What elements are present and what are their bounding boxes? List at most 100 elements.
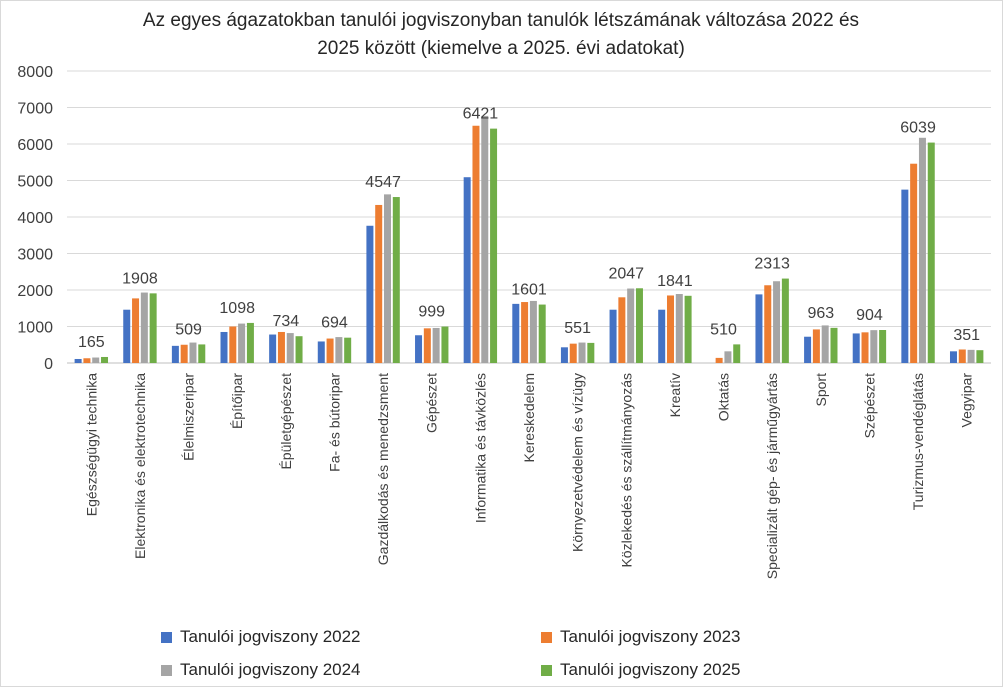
data-label: 510	[710, 321, 737, 338]
bar	[958, 349, 966, 363]
x-category-label: Specializált gép- és járműgyártás	[764, 373, 780, 579]
bar	[675, 294, 683, 363]
bar	[918, 137, 926, 363]
bar	[246, 322, 254, 363]
bar	[286, 333, 294, 363]
y-tick-label: 0	[44, 356, 53, 373]
bar	[724, 351, 732, 363]
x-category-label: Turizmus-vendéglátás	[910, 373, 926, 510]
data-label: 999	[418, 304, 445, 321]
bar	[538, 304, 546, 363]
bar	[512, 303, 520, 363]
bar	[967, 349, 975, 363]
bar	[861, 332, 869, 363]
y-tick-label: 5000	[17, 174, 53, 191]
bar	[277, 331, 285, 363]
bar	[666, 295, 674, 363]
bar	[375, 204, 383, 363]
bar	[764, 285, 772, 363]
bar	[384, 194, 392, 363]
bar	[238, 323, 246, 363]
bar	[295, 336, 303, 363]
x-category-label: Elektronika és elektrotechnika	[132, 373, 148, 559]
chart-title-line-2: 2025 között (kiemelve a 2025. évi adatok…	[317, 38, 685, 59]
bar	[578, 342, 586, 363]
bar	[83, 358, 91, 363]
x-category-label: Kreatív	[667, 373, 683, 417]
x-category-label: Szépészet	[861, 373, 877, 438]
bar	[463, 177, 471, 363]
bar	[560, 347, 568, 363]
bar	[269, 334, 277, 363]
bar	[804, 336, 812, 363]
bar	[344, 337, 352, 363]
bar	[220, 331, 228, 363]
bar	[781, 278, 789, 363]
bar	[74, 358, 82, 363]
bar	[587, 342, 595, 363]
x-category-label: Egészségügyi technika	[83, 373, 99, 516]
bar	[472, 125, 480, 363]
bar	[326, 338, 334, 363]
y-tick-label: 6000	[17, 137, 53, 154]
bar	[870, 330, 878, 363]
bar	[852, 333, 860, 363]
x-category-label: Gépészet	[424, 373, 440, 433]
bar	[609, 309, 617, 363]
data-label: 1601	[511, 282, 547, 299]
data-label: 2313	[754, 256, 790, 273]
bar	[441, 326, 449, 363]
bar	[976, 350, 984, 363]
x-category-label: Informatika és távközlés	[472, 373, 488, 523]
bar	[627, 288, 635, 363]
y-tick-label: 4000	[17, 210, 53, 227]
bar	[198, 344, 206, 363]
bar	[171, 345, 179, 363]
bar	[755, 294, 763, 363]
x-category-label: Kereskedelem	[521, 373, 537, 463]
data-label: 4547	[365, 174, 401, 191]
bar	[140, 292, 148, 363]
x-category-label: Épületgépészet	[278, 373, 294, 470]
bar	[910, 163, 918, 363]
bar	[635, 288, 643, 363]
data-label: 509	[175, 321, 202, 338]
y-tick-label: 8000	[17, 64, 53, 81]
y-tick-label: 2000	[17, 283, 53, 300]
data-label: 734	[272, 313, 299, 330]
bar	[529, 300, 537, 363]
data-label: 351	[953, 327, 980, 344]
x-category-label: Fa- és bútoripar	[326, 373, 342, 472]
bar	[189, 342, 197, 363]
bar	[773, 281, 781, 363]
bar	[901, 189, 909, 363]
bar	[715, 357, 723, 363]
bar	[684, 295, 692, 363]
bar	[490, 128, 498, 363]
bar	[830, 327, 838, 363]
data-label: 165	[78, 334, 105, 351]
bar	[92, 357, 100, 363]
bar	[101, 356, 109, 363]
bar	[132, 298, 140, 363]
x-category-label: Oktatás	[716, 373, 732, 421]
bar	[658, 309, 666, 363]
data-label: 1098	[219, 300, 255, 317]
chart-title: Az egyes ágazatokban tanulói jogviszonyb…	[121, 7, 881, 63]
bar	[733, 344, 741, 363]
data-label: 694	[321, 315, 348, 332]
bar	[180, 344, 188, 363]
bar	[149, 293, 157, 363]
x-category-label: Környezetvédelem és vízügy	[570, 373, 586, 552]
bar	[392, 197, 400, 363]
x-category-label: Élelmiszeripar	[181, 373, 197, 461]
y-tick-label: 1000	[17, 320, 53, 337]
bar	[123, 309, 131, 363]
data-label: 1908	[122, 270, 158, 287]
y-tick-label: 3000	[17, 247, 53, 264]
bar	[569, 343, 577, 363]
bar	[618, 297, 626, 363]
bar	[879, 330, 887, 363]
x-category-label: Vegyipar	[959, 373, 975, 428]
data-label: 6039	[900, 120, 936, 137]
